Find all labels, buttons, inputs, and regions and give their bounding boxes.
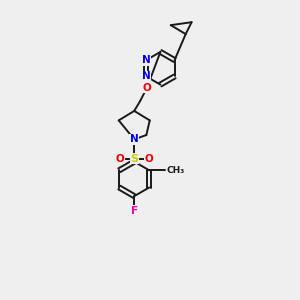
Text: O: O	[143, 82, 152, 93]
Text: S: S	[130, 154, 138, 164]
Text: F: F	[131, 206, 138, 216]
Text: N: N	[142, 71, 151, 81]
Text: N: N	[130, 134, 139, 144]
Text: O: O	[116, 154, 124, 164]
Text: CH₃: CH₃	[166, 166, 184, 175]
Text: O: O	[144, 154, 153, 164]
Text: N: N	[142, 55, 151, 65]
